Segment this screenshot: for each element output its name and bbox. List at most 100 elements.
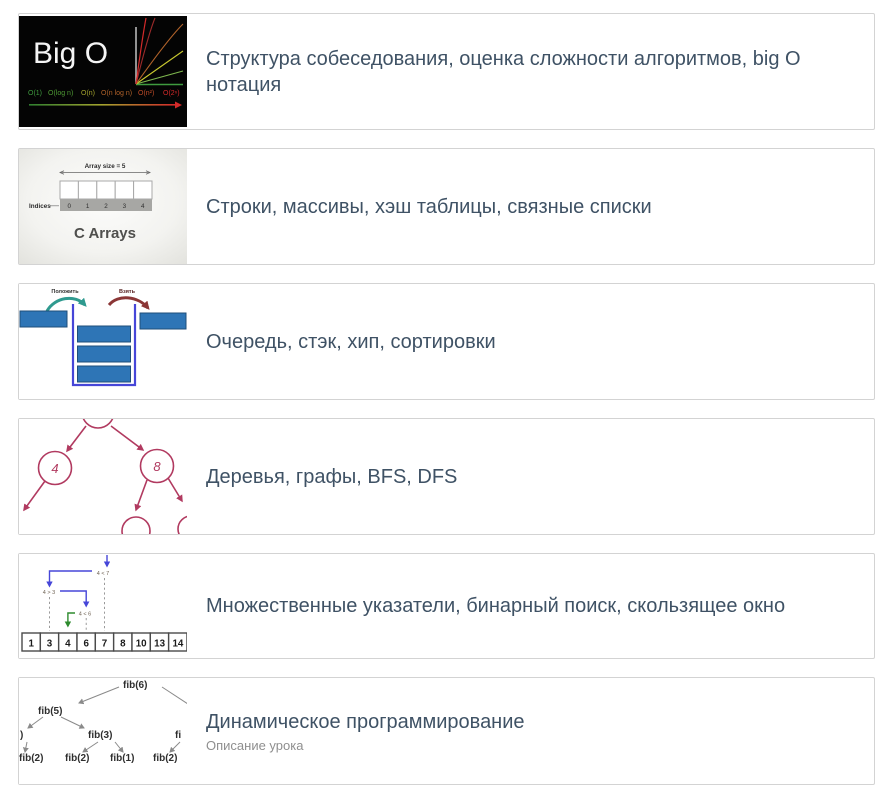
lesson-content: Множественные указатели, бинарный поиск,… <box>187 554 874 658</box>
lesson-card-big-o[interactable]: Big O O(1) O(log n) O(n) O(n log n) O(n²… <box>18 13 875 130</box>
array-index-values: 0 1 2 3 4 <box>67 203 145 210</box>
push-label: Положить <box>51 289 79 295</box>
lesson-title[interactable]: Очередь, стэк, хип, сортировки <box>206 330 496 353</box>
big-o-background <box>19 16 187 127</box>
lesson-content: Деревья, графы, BFS, DFS <box>187 419 874 534</box>
lesson-title[interactable]: Структура собеседования, оценка сложност… <box>206 47 801 96</box>
lesson-card-arrays[interactable]: Array size = 5 0 1 2 3 4 Indices <box>18 148 875 265</box>
lesson-thumbnail-stack: Положить Взять <box>19 284 187 399</box>
fib-leaf-3: fib(1) <box>110 753 134 764</box>
big-o-heading: Big O <box>33 37 108 70</box>
lesson-content: Очередь, стэк, хип, сортировки <box>187 284 874 399</box>
tree-node-4-value: 4 <box>51 461 58 476</box>
svg-text:3: 3 <box>123 203 127 210</box>
pointer-paths-blue <box>46 555 111 608</box>
stack-thumbnail-image: Положить Взять <box>19 284 187 399</box>
stack-item-bottom <box>77 365 131 383</box>
trace-dashed-lines <box>49 578 105 631</box>
fib-root: fib(6) <box>123 680 147 691</box>
comparison-1: 4 < 7 <box>97 571 109 577</box>
svg-text:14: 14 <box>172 639 183 650</box>
lesson-thumbnail-binary-search: 4 < 7 4 > 3 4 < 6 1 3 4 6 7 <box>19 554 187 658</box>
lesson-title[interactable]: Динамическое программирование <box>206 711 525 733</box>
fib-cut-right: fi <box>175 730 181 741</box>
stack-container <box>71 304 137 387</box>
svg-text:1: 1 <box>28 639 34 650</box>
stack-item-middle <box>77 345 131 363</box>
big-o-curve-log <box>135 70 184 85</box>
binary-search-thumbnail-image: 4 < 7 4 > 3 4 < 6 1 3 4 6 7 <box>19 554 187 658</box>
svg-text:7: 7 <box>102 639 108 650</box>
big-o-curve-linear <box>135 50 184 85</box>
comparison-2: 4 > 3 <box>43 590 55 596</box>
incoming-item <box>19 310 68 328</box>
lesson-content: Структура собеседования, оценка сложност… <box>187 14 874 129</box>
array-cells <box>59 180 153 200</box>
push-arrow <box>45 296 87 312</box>
lesson-card-trees[interactable]: 4 8 Деревья, графы, BFS, DFS <box>18 418 875 535</box>
fib-thumbnail-image: fib(6) fib(5) ) fib(3) fi fib(2) fib(2) … <box>19 678 187 784</box>
lesson-content: Строки, массивы, хэш таблицы, связные сп… <box>187 149 874 264</box>
lesson-title[interactable]: Строки, массивы, хэш таблицы, связные сп… <box>206 195 652 218</box>
tree-background <box>19 419 187 534</box>
big-o-thumbnail-image: Big O O(1) O(log n) O(n) O(n log n) O(n²… <box>19 16 187 127</box>
svg-text:4: 4 <box>65 639 71 650</box>
tree-thumbnail-image: 4 8 <box>19 419 187 534</box>
fib-background <box>19 678 187 784</box>
lesson-card-binary-search[interactable]: 4 < 7 4 > 3 4 < 6 1 3 4 6 7 <box>18 553 875 659</box>
big-o-curve-nlogn <box>135 23 184 85</box>
svg-text:1: 1 <box>86 203 90 210</box>
fib-3: fib(3) <box>88 730 112 741</box>
tree-node-8 <box>139 448 175 484</box>
label-o1: O(1) <box>28 90 42 97</box>
comparison-labels: 4 < 7 4 > 3 4 < 6 <box>43 571 109 618</box>
array-cells <box>21 632 187 652</box>
outgoing-item <box>139 312 187 330</box>
svg-text:4: 4 <box>141 203 145 210</box>
fib-cut-left: ) <box>20 730 23 741</box>
label-o2n: O(2ⁿ) <box>163 90 180 97</box>
big-o-complexity-labels: O(1) O(log n) O(n) O(n log n) O(n²) O(2ⁿ… <box>28 90 180 97</box>
lesson-title[interactable]: Множественные указатели, бинарный поиск,… <box>206 595 786 617</box>
comparison-3: 4 < 6 <box>79 612 91 618</box>
fib-leaf-2: fib(2) <box>65 753 89 764</box>
lesson-content: Динамическое программирование Описание у… <box>187 678 874 784</box>
svg-text:2: 2 <box>104 203 108 210</box>
svg-text:6: 6 <box>83 639 89 650</box>
fib-edges <box>22 686 187 753</box>
tree-node-4 <box>37 450 73 486</box>
big-o-curve-quadratic <box>135 17 156 85</box>
lesson-card-stack[interactable]: Положить Взять Очередь, стэк, хип, сорти… <box>18 283 875 400</box>
svg-text:3: 3 <box>47 639 53 650</box>
label-on2: O(n²) <box>138 90 154 97</box>
svg-text:10: 10 <box>136 639 147 650</box>
array-size-label: Array size = 5 <box>85 163 126 170</box>
lesson-thumbnail-trees: 4 8 <box>19 419 187 534</box>
array-size-arrow <box>59 170 151 175</box>
found-arrow-green <box>64 612 75 628</box>
fib-nodes: fib(6) fib(5) ) fib(3) fi fib(2) fib(2) … <box>19 680 181 764</box>
lesson-card-dynamic-programming[interactable]: fib(6) fib(5) ) fib(3) fi fib(2) fib(2) … <box>18 677 875 785</box>
lesson-thumbnail-big-o: Big O O(1) O(log n) O(n) O(n log n) O(n²… <box>19 14 187 129</box>
array-index-bar <box>60 199 152 211</box>
pop-arrow <box>107 296 150 310</box>
label-ologn: O(log n) <box>48 90 73 97</box>
tree-node-8-value: 8 <box>153 459 161 474</box>
svg-text:0: 0 <box>67 203 71 210</box>
big-o-curve-exponential <box>135 17 147 85</box>
complexity-gradient-arrow <box>29 104 175 106</box>
label-on: O(n) <box>81 90 95 97</box>
move-right-arrow <box>60 590 90 608</box>
gradient-arrowhead <box>175 101 182 109</box>
indices-label: Indices <box>29 203 51 210</box>
fib-5: fib(5) <box>38 706 62 717</box>
lesson-title[interactable]: Деревья, графы, BFS, DFS <box>206 465 458 488</box>
tree-root-node <box>82 419 114 429</box>
svg-text:8: 8 <box>120 639 126 650</box>
fib-leaf-4: fib(2) <box>153 753 177 764</box>
move-left-arrow <box>46 570 92 588</box>
tree-bottom-right-node <box>177 515 187 534</box>
fib-leaf-1: fib(2) <box>19 753 43 764</box>
tree-edges <box>23 425 183 512</box>
stack-items <box>19 310 187 383</box>
